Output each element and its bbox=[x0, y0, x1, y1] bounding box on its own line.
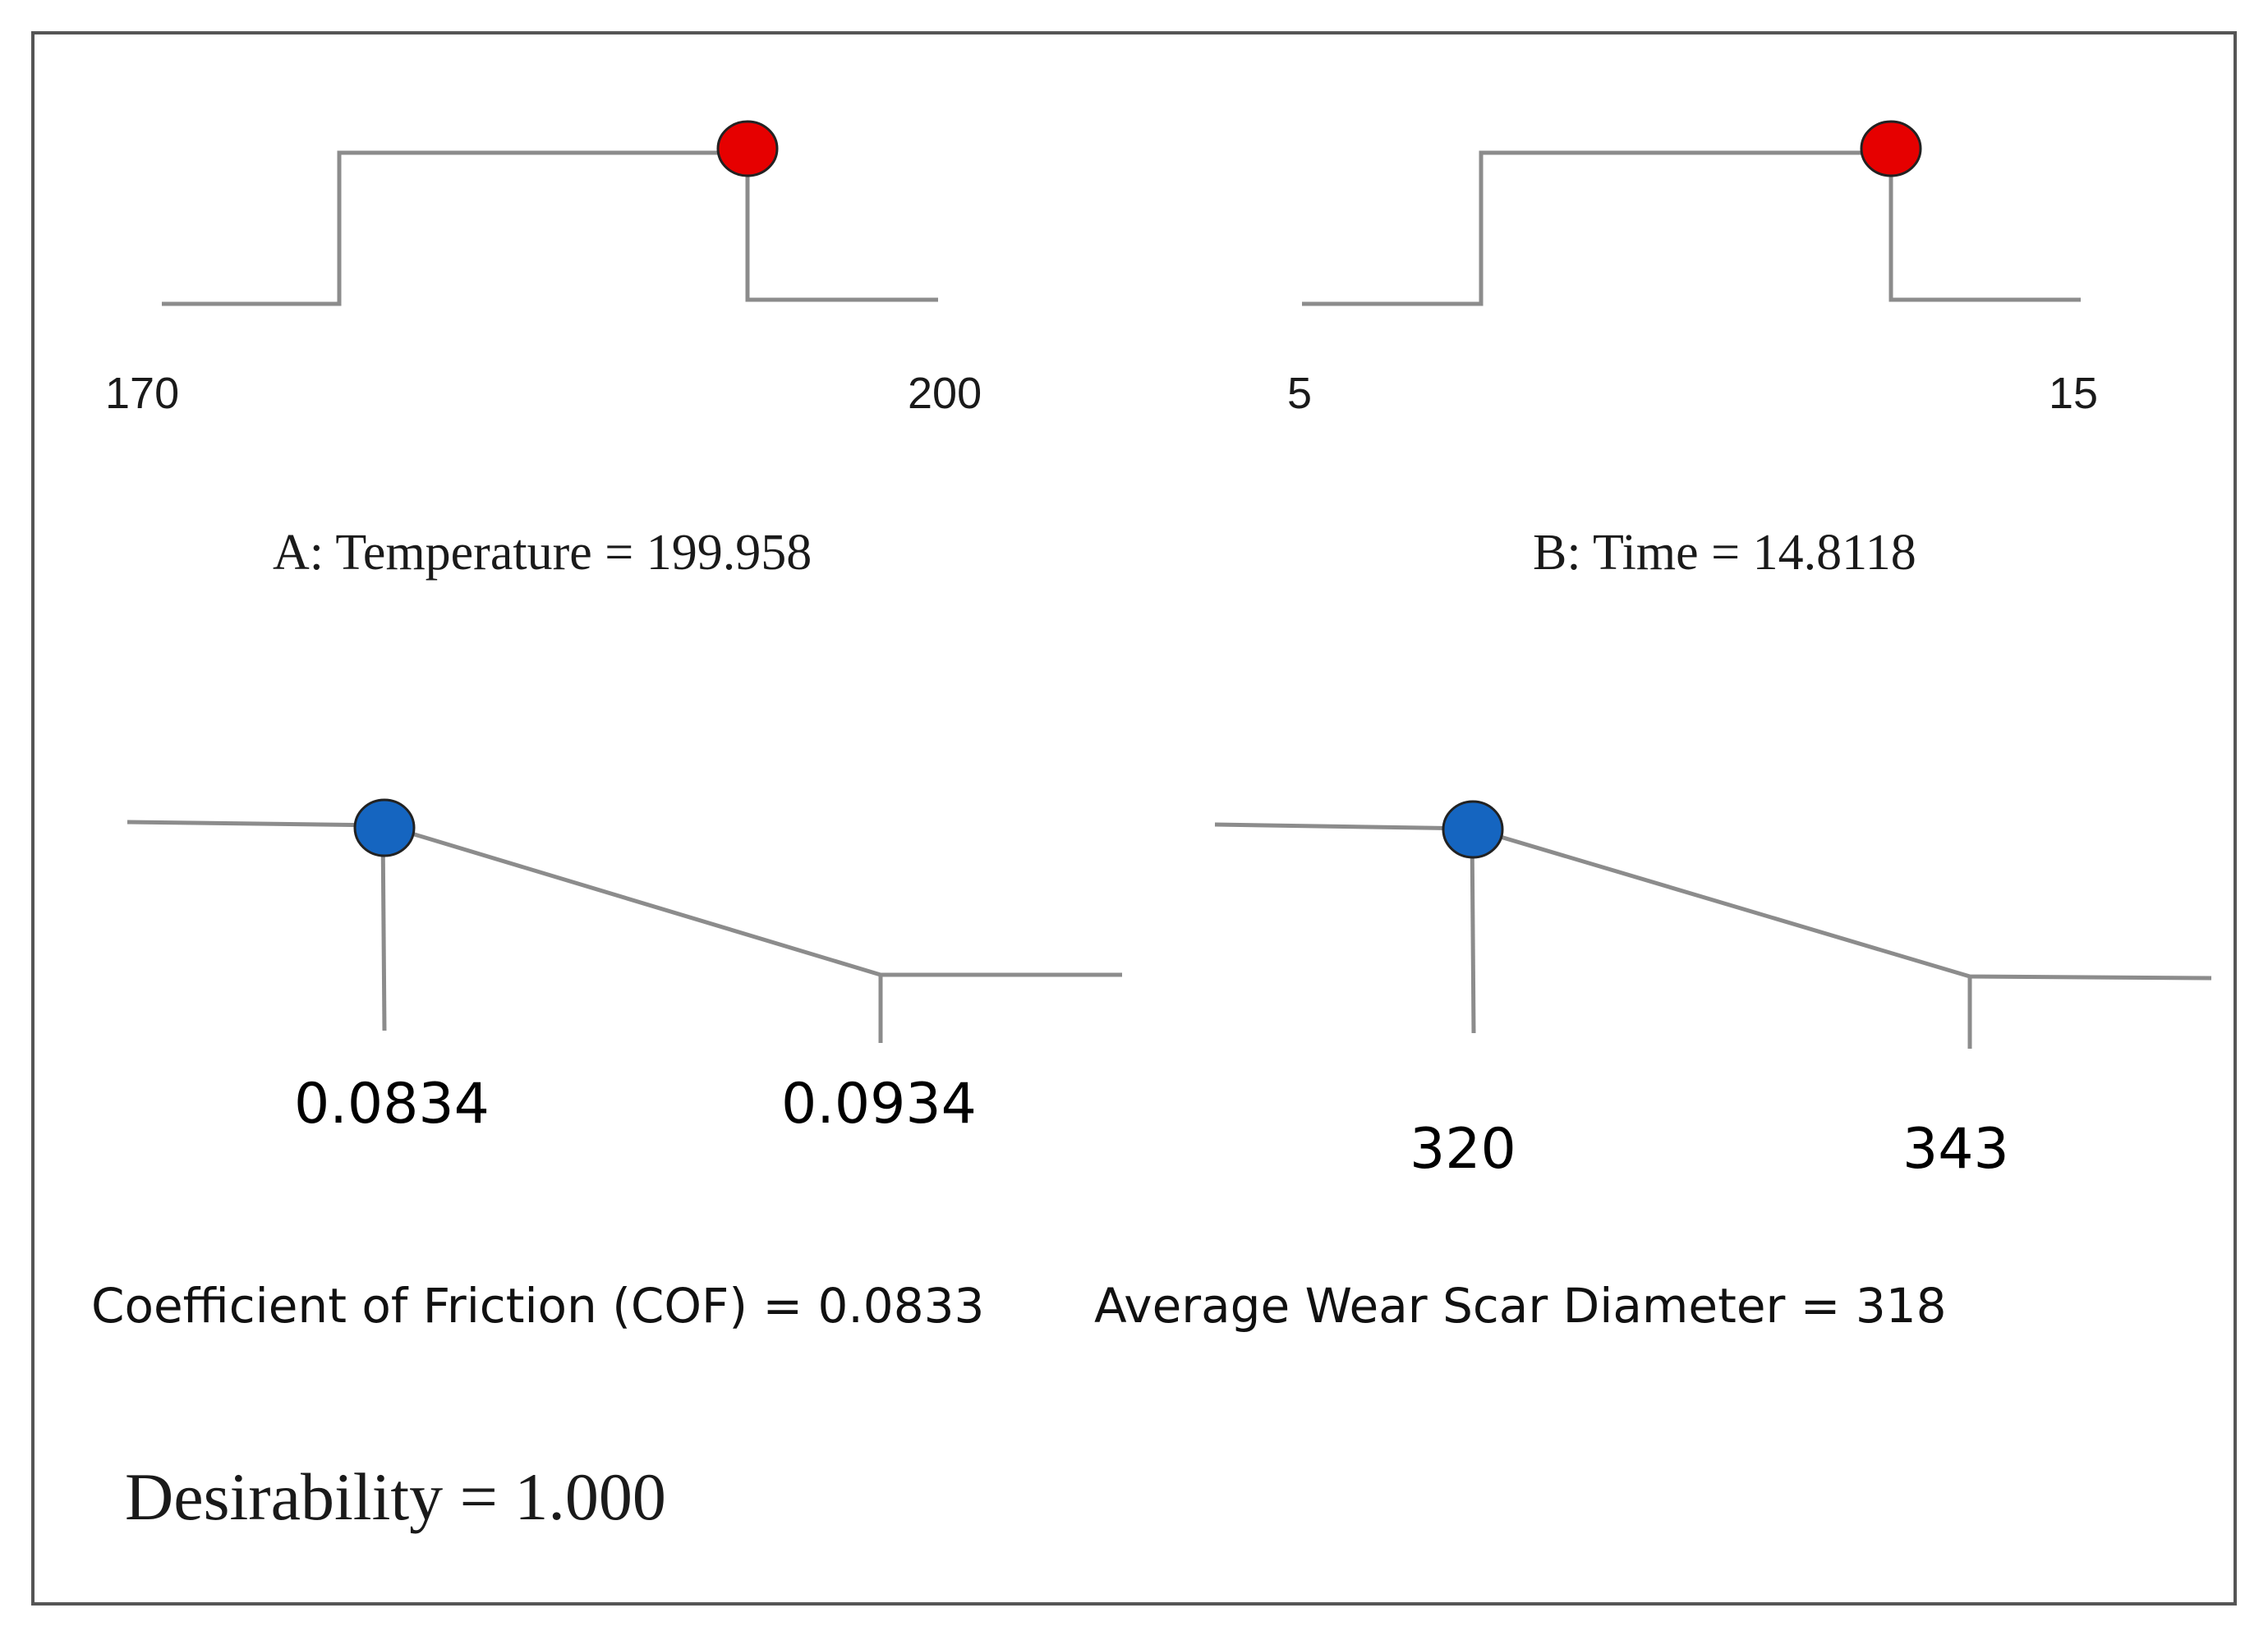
wear-scar-solution-marker bbox=[1442, 800, 1504, 859]
temperature-low-label: 170 bbox=[105, 369, 179, 418]
cof-caption: Coefficient of Friction (COF) = 0.0833 bbox=[91, 1278, 984, 1334]
desirability-label: Desirability = 1.000 bbox=[125, 1459, 666, 1534]
temperature-high-label: 200 bbox=[908, 369, 982, 418]
wear-scar-low-label: 320 bbox=[1410, 1117, 1516, 1182]
time-low-label: 5 bbox=[1287, 369, 1312, 418]
cof-ramp-panel: 0.0834 0.0934 Coefficient of Friction (C… bbox=[91, 798, 1122, 1334]
cof-solution-marker bbox=[353, 798, 416, 857]
wear-scar-high-label: 343 bbox=[1902, 1117, 2009, 1182]
cof-ramp-line bbox=[127, 820, 1122, 977]
cof-solution-drop bbox=[380, 826, 387, 1031]
wear-scar-caption: Average Wear Scar Diameter = 318 bbox=[1094, 1278, 1947, 1334]
temperature-ramp-panel: 170 200 A: Temperature = 199.958 bbox=[105, 120, 982, 581]
wear-scar-ramp-line bbox=[1214, 822, 2212, 981]
time-solution-marker bbox=[1860, 120, 1922, 177]
time-high-label: 15 bbox=[2049, 369, 2098, 418]
cof-high-label: 0.0934 bbox=[781, 1072, 977, 1137]
wear-scar-ramp-panel: 320 343 Average Wear Scar Diameter = 318 bbox=[1094, 800, 2212, 1334]
temperature-solution-marker bbox=[716, 120, 779, 177]
temperature-ramp-line bbox=[162, 150, 938, 306]
temperature-caption: A: Temperature = 199.958 bbox=[273, 525, 812, 581]
time-caption: B: Time = 14.8118 bbox=[1533, 525, 1916, 581]
time-ramp-panel: 5 15 B: Time = 14.8118 bbox=[1287, 120, 2098, 581]
wear-scar-solution-drop bbox=[1470, 829, 1476, 1034]
figure-frame bbox=[31, 31, 2237, 1606]
cof-low-label: 0.0834 bbox=[294, 1072, 490, 1137]
time-ramp-line bbox=[1302, 150, 2081, 306]
